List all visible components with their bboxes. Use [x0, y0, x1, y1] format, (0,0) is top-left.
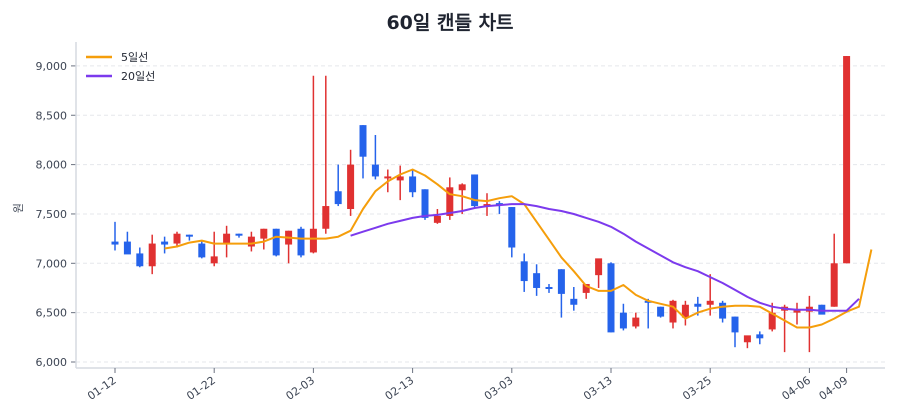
candle-up: [309, 228, 317, 253]
candle-down: [123, 241, 131, 255]
candle-down: [619, 312, 627, 329]
candle-up: [843, 56, 851, 264]
candle-up: [322, 206, 330, 229]
candle-down: [520, 261, 528, 282]
candle-down: [198, 243, 206, 258]
y-tick-label: 9,000: [36, 60, 68, 73]
candle-down: [607, 263, 615, 333]
y-axis-label: 원: [12, 203, 25, 213]
x-tick-label: 02-03: [283, 374, 317, 403]
candle-down: [545, 286, 553, 289]
candle-up: [768, 312, 776, 330]
candles: [111, 56, 851, 353]
x-tick-label: 03-25: [680, 374, 714, 403]
legend-label: 5일선: [121, 50, 148, 64]
x-tick-label: 03-13: [581, 374, 615, 403]
candle-down: [508, 207, 516, 248]
candle-down: [371, 164, 379, 177]
y-tick-label: 6,500: [36, 307, 68, 320]
candle-up: [458, 184, 466, 191]
y-tick-label: 8,500: [36, 109, 68, 122]
candle-up: [173, 233, 181, 244]
candle-up: [706, 300, 714, 305]
candle-down: [272, 228, 280, 256]
candle-down: [111, 241, 119, 245]
candle-down: [818, 304, 826, 315]
x-tick-label: 04-06: [779, 374, 813, 403]
y-tick-label: 8,000: [36, 159, 68, 172]
candle-up: [446, 187, 454, 216]
candle-up: [483, 204, 491, 207]
legend-label: 20일선: [121, 69, 155, 83]
candle-down: [409, 176, 417, 193]
chart-title: 60일 캔들 차트: [386, 12, 514, 34]
candle-down: [421, 189, 429, 218]
y-tick-label: 6,000: [36, 356, 68, 369]
candle-down: [533, 273, 541, 288]
y-tick-label: 7,500: [36, 208, 68, 221]
candle-down: [185, 234, 193, 237]
candle-down: [136, 253, 144, 267]
candle-down: [297, 228, 305, 256]
candle-down: [557, 269, 565, 294]
candle-down: [731, 316, 739, 333]
candle-up: [830, 263, 838, 307]
candle-down: [694, 303, 702, 307]
candle-down: [756, 334, 764, 339]
candle-down: [334, 191, 342, 205]
x-tick-label: 04-09: [817, 374, 851, 403]
candle-up: [743, 335, 751, 343]
candle-up: [247, 236, 255, 247]
candle-down: [495, 203, 503, 206]
candle-up: [669, 300, 677, 323]
candle-up: [148, 243, 156, 267]
candle-up: [347, 164, 355, 210]
candle-down: [657, 306, 665, 317]
candle-up: [681, 304, 689, 318]
candle-up: [384, 176, 392, 179]
candle-up: [260, 228, 268, 239]
candle-up: [433, 215, 441, 223]
y-tick-label: 7,000: [36, 257, 68, 270]
ma20-line: [350, 203, 860, 312]
candle-down: [161, 241, 169, 245]
candle-up: [582, 284, 590, 293]
candle-up: [595, 258, 603, 276]
x-tick-label: 03-03: [482, 374, 516, 403]
candle-down: [719, 302, 727, 319]
x-tick-label: 01-12: [85, 374, 119, 403]
candle-up: [396, 176, 404, 181]
candle-up: [210, 256, 218, 264]
x-tick-label: 02-13: [383, 374, 417, 403]
candle-up: [632, 317, 640, 327]
candle-down: [235, 233, 243, 236]
candle-down: [570, 298, 578, 305]
candle-up: [223, 233, 231, 244]
ma5-line: [164, 168, 873, 329]
candle-down: [359, 125, 367, 157]
candle-up: [793, 309, 801, 313]
candle-down: [471, 174, 479, 207]
x-tick-label: 01-22: [184, 374, 218, 403]
